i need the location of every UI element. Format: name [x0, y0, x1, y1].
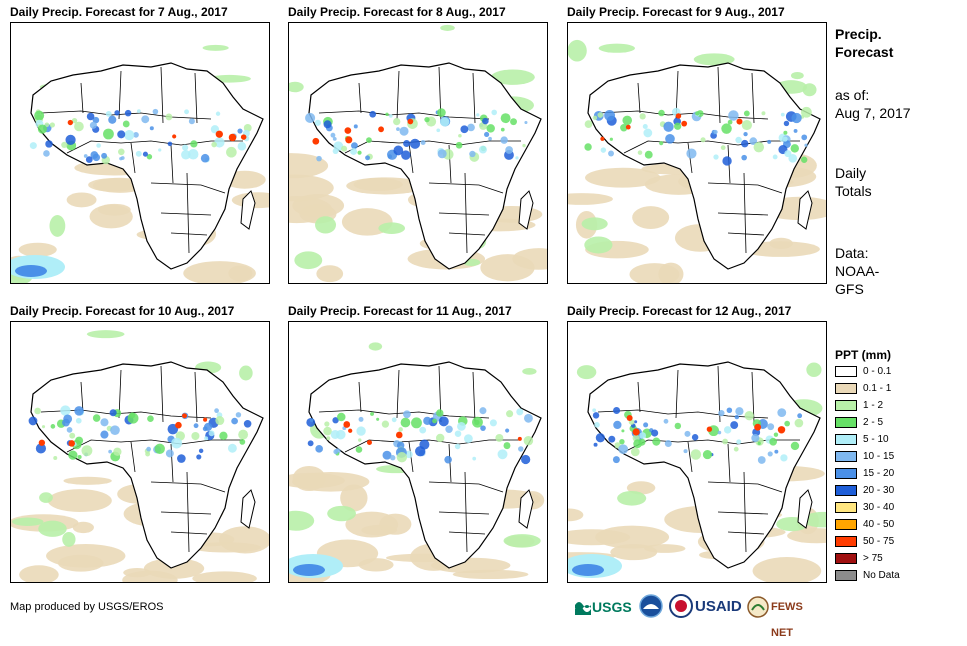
precip-legend: PPT (mm) 0 - 0.1 0.1 - 1 1 - 2 2 - 5 5 - 10 1… [835, 346, 955, 585]
data-line1: Data: [835, 245, 869, 261]
legend-item: 0.1 - 1 [835, 381, 955, 398]
map-svg [289, 342, 545, 582]
africa-outline [308, 62, 542, 270]
usgs-logo: USGS [575, 594, 635, 620]
map-svg [11, 330, 269, 582]
africa-outline [308, 361, 542, 569]
map-credit: Map produced by USGS/EROS [10, 601, 164, 613]
legend-swatch [835, 519, 857, 530]
totals-line2: Totals [835, 183, 872, 199]
fewsnet-logo: FEWS NET [747, 594, 825, 639]
madagascar-outline [240, 190, 256, 230]
legend-swatch [835, 485, 857, 496]
africa-outline [30, 62, 264, 270]
asof-label: as of: [835, 87, 870, 103]
usaid-logo: USAID [695, 594, 747, 620]
legend-swatch [835, 502, 857, 513]
legend-item: 2 - 5 [835, 415, 955, 432]
side-title-line2: Forecast [835, 44, 894, 60]
legend-swatch [835, 536, 857, 547]
map-svg [568, 39, 826, 283]
usgs-logo-text: USGS [592, 599, 632, 615]
precip-map [10, 22, 270, 284]
madagascar-outline [797, 489, 813, 529]
panel-title: Daily Precip. Forecast for 12 Aug., 2017 [567, 304, 792, 318]
legend-item: 1 - 2 [835, 398, 955, 415]
sahel-rain-band [28, 405, 252, 463]
map-svg [568, 361, 826, 582]
country-borders [597, 365, 800, 553]
partner-logos: USGS USAID FEWS NET [575, 594, 825, 639]
precip-map [288, 22, 548, 284]
panel-title: Daily Precip. Forecast for 7 Aug., 2017 [10, 5, 228, 19]
sahel-rain-band [29, 108, 252, 165]
sahel-rain-band [584, 106, 812, 166]
map-svg [11, 44, 269, 283]
legend-label: No Data [863, 570, 900, 581]
totals-line1: Daily [835, 165, 867, 181]
precip-map [567, 22, 827, 284]
africa-outline [587, 361, 821, 569]
africa-outline [30, 361, 264, 569]
legend-label: 0 - 0.1 [863, 366, 892, 377]
panel-title: Daily Precip. Forecast for 8 Aug., 2017 [288, 5, 506, 19]
legend-swatch [835, 570, 857, 581]
legend-label: 10 - 15 [863, 451, 895, 462]
legend-swatch [835, 434, 857, 445]
country-borders [40, 365, 243, 553]
fewsnet-logo-text: FEWS NET [771, 601, 803, 639]
legend-swatch [835, 451, 857, 462]
legend-item: 50 - 75 [835, 534, 955, 551]
panel-title: Daily Precip. Forecast for 10 Aug., 2017 [10, 304, 235, 318]
legend-item: 15 - 20 [835, 466, 955, 483]
legend-label: 0.1 - 1 [863, 383, 892, 394]
sahel-rain-band [592, 406, 804, 464]
usaid-seal-logo [669, 594, 693, 620]
legend-label: 5 - 10 [863, 434, 889, 445]
legend-swatch [835, 417, 857, 428]
legend-swatch [835, 400, 857, 411]
noaa-logo [639, 594, 665, 620]
legend-label: > 75 [863, 553, 883, 564]
side-title-line1: Precip. [835, 26, 882, 42]
madagascar-outline [518, 190, 534, 230]
legend-swatch [835, 468, 857, 479]
precip-map [10, 321, 270, 583]
legend-item: 5 - 10 [835, 432, 955, 449]
legend-item: 40 - 50 [835, 517, 955, 534]
legend-item: > 75 [835, 551, 955, 568]
legend-item: 20 - 30 [835, 483, 955, 500]
sahel-rain-band [305, 108, 528, 162]
legend-label: 1 - 2 [863, 400, 884, 411]
legend-item: 0 - 0.1 [835, 364, 955, 381]
precip-map [567, 321, 827, 583]
asof-date: Aug 7, 2017 [835, 105, 911, 121]
legend-swatch [835, 383, 857, 394]
legend-swatch [835, 366, 857, 377]
madagascar-outline [797, 190, 813, 230]
legend-item: 30 - 40 [835, 500, 955, 517]
panel-title: Daily Precip. Forecast for 11 Aug., 2017 [288, 304, 512, 318]
precip-map [288, 321, 548, 583]
legend-title: PPT (mm) [835, 348, 892, 362]
country-borders [318, 66, 521, 254]
legend-label: 2 - 5 [863, 417, 884, 428]
data-line3: GFS [835, 281, 864, 297]
panel-title: Daily Precip. Forecast for 9 Aug., 2017 [567, 5, 785, 19]
legend-item: No Data [835, 568, 955, 585]
africa-outline [587, 62, 821, 270]
legend-label: 20 - 30 [863, 485, 895, 496]
usaid-logo-text: USAID [695, 598, 742, 615]
sahel-rain-band [306, 407, 534, 465]
madagascar-outline [518, 489, 534, 529]
legend-label: 30 - 40 [863, 502, 895, 513]
data-line2: NOAA- [835, 263, 880, 279]
legend-item: 10 - 15 [835, 449, 955, 466]
map-svg [289, 24, 547, 283]
legend-swatch [835, 553, 857, 564]
legend-label: 40 - 50 [863, 519, 895, 530]
legend-label: 50 - 75 [863, 536, 895, 547]
legend-label: 15 - 20 [863, 468, 895, 479]
madagascar-outline [240, 489, 256, 529]
